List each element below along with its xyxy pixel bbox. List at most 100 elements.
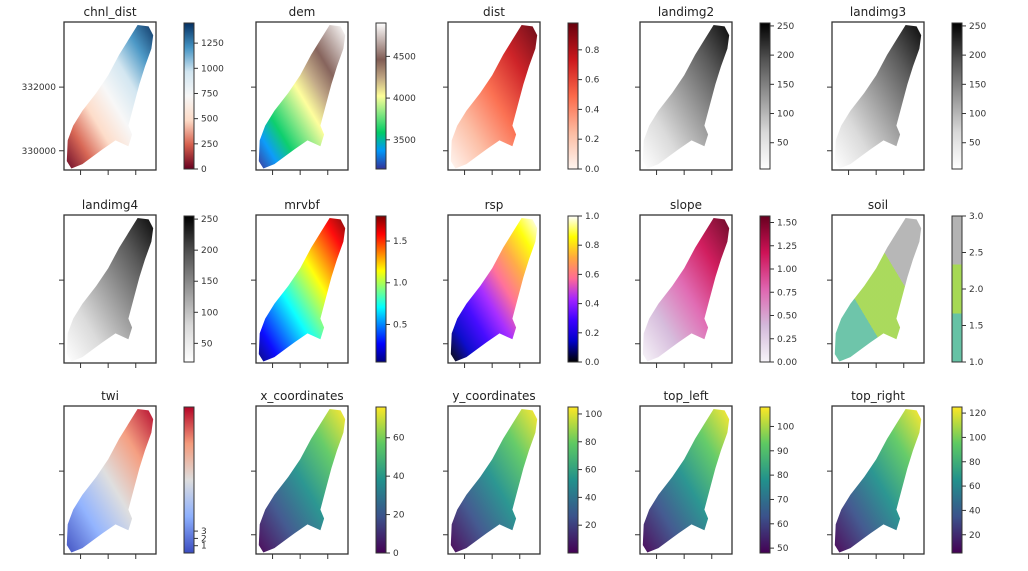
colorbar-tick-label: 0.4 [585, 300, 600, 310]
colorbar-tick-label: 20 [969, 531, 981, 541]
panel-mrvbf: mrvbf 0.5 1.0 1.5 [251, 198, 408, 368]
colorbar-tick-label: 250 [969, 22, 986, 32]
colorbar-tick-label: 1.0 [585, 212, 600, 222]
panel-dem: dem 3500 4000 4500 [251, 5, 416, 175]
colorbar-tick-label: 80 [585, 438, 597, 448]
colorbar-tick-label: 100 [777, 110, 794, 120]
panel-title: dist [483, 5, 505, 19]
colorbar-tick-label: 1250 [201, 39, 224, 49]
raster-map [642, 218, 730, 362]
panel-title: landimg2 [658, 5, 714, 19]
raster-map [834, 25, 922, 169]
colorbar-tick-label: 250 [201, 140, 218, 150]
colorbar-tick-label: 4000 [393, 94, 416, 104]
colorbar-tick-label: 60 [585, 466, 597, 476]
colorbar [951, 22, 963, 170]
colorbar-tick-label: 0.50 [777, 312, 797, 322]
colorbar-tick-label: 100 [969, 110, 986, 120]
panel-title: landimg4 [82, 198, 138, 212]
colorbar-tick-label: 50 [777, 139, 789, 149]
panel-slope: slope 0.00 0.25 0.50 0.75 1.00 1.25 1.50 [635, 198, 797, 368]
panel-title: landimg3 [850, 5, 906, 19]
colorbar-tick-label: 250 [201, 215, 218, 225]
colorbar-tick-label: 0.8 [585, 46, 600, 56]
colorbar [183, 22, 195, 170]
colorbar-tick-label: 70 [777, 495, 789, 505]
colorbar-tick-label: 1.00 [777, 265, 797, 275]
raster-map [450, 409, 538, 553]
raster-map [258, 409, 346, 553]
panel-x-coordinates: x_coordinates 0 20 40 60 [251, 389, 405, 559]
colorbar-tick-label: 3500 [393, 136, 416, 146]
panel-title: soil [868, 198, 888, 212]
colorbar [567, 406, 579, 554]
colorbar-tick-label: 0.75 [777, 288, 797, 298]
colorbar-tick-label: 60 [969, 482, 981, 492]
colorbar-tick-label: 2.5 [969, 249, 983, 259]
colorbar [951, 406, 963, 554]
colorbar [183, 215, 195, 363]
colorbar-tick-label: 60 [777, 520, 789, 530]
raster-map [642, 409, 730, 553]
colorbar-tick-label: 1.50 [777, 219, 797, 229]
colorbar-tick-label: 1 [201, 542, 207, 552]
panel-landimg2: landimg2 50 100 150 200 250 [635, 5, 794, 175]
colorbar-tick-label: 1.0 [393, 279, 408, 289]
colorbar-tick-label: 200 [777, 51, 794, 61]
colorbar-tick-label: 100 [777, 422, 794, 432]
panel-title: twi [101, 389, 119, 403]
colorbar-tick-label: 150 [201, 277, 218, 287]
colorbar-tick-label: 150 [969, 80, 986, 90]
colorbar [375, 406, 387, 554]
colorbar [759, 215, 771, 363]
colorbar-tick-label: 0.6 [585, 76, 600, 86]
colorbar-tick-label: 2.0 [969, 285, 984, 295]
colorbar-tick-label: 4500 [393, 52, 416, 62]
raster-map [258, 25, 346, 169]
colorbar-tick-label: 0.4 [585, 105, 600, 115]
colorbar-tick-label: 750 [201, 89, 218, 99]
colorbar [375, 22, 387, 170]
raster-map [642, 25, 730, 169]
colorbar-tick-label: 50 [777, 544, 789, 554]
raster-map [66, 409, 154, 553]
panel-title: top_left [663, 389, 708, 403]
colorbar-tick-label: 40 [393, 472, 405, 482]
colorbar-tick-label: 2 [201, 534, 207, 544]
colorbar-tick-label: 60 [393, 434, 405, 444]
colorbar [759, 22, 771, 170]
colorbar [567, 22, 579, 170]
colorbar-tick-label: 1000 [201, 64, 224, 74]
colorbar-tick-label: 80 [969, 458, 981, 468]
panel-title: x_coordinates [260, 389, 343, 403]
panel-title: slope [670, 198, 702, 212]
colorbar-tick-label: 20 [393, 511, 405, 521]
colorbar-tick-label: 1.5 [969, 322, 983, 332]
colorbar-tick-label: 20 [585, 521, 597, 531]
colorbar-tick-label: 0.0 [585, 358, 600, 368]
y-tick-label: 330000 [22, 147, 57, 157]
colorbar-tick-label: 1.25 [777, 242, 797, 252]
colorbar-tick-label: 100 [201, 308, 218, 318]
colorbar [759, 406, 771, 554]
panel-top-right: top_right 20 40 60 80 100 120 [827, 389, 986, 559]
colorbar-tick-label: 40 [585, 493, 597, 503]
colorbar-tick-label: 0.2 [585, 135, 599, 145]
colorbar-tick-label: 0.25 [777, 335, 797, 345]
colorbar-tick-label: 0.2 [585, 329, 599, 339]
raster-map [66, 25, 154, 169]
raster-map [450, 218, 538, 362]
colorbar-tick-label: 0.0 [585, 165, 600, 175]
colorbar-tick-label: 80 [777, 471, 789, 481]
panel-y-coordinates: y_coordinates 20 40 60 80 100 [443, 389, 602, 559]
panel-top-left: top_left 50 60 70 80 90 100 [635, 389, 794, 559]
colorbar-tick-label: 200 [969, 51, 986, 61]
panel-landimg4: landimg4 50 100 150 200 250 [59, 198, 218, 368]
colorbar-tick-label: 120 [969, 409, 986, 419]
colorbar-tick-label: 50 [201, 339, 213, 349]
colorbar-tick-label: 3.0 [969, 212, 984, 222]
panel-twi: twi 123 [59, 389, 207, 559]
colorbar-tick-label: 90 [777, 447, 789, 457]
colorbar-tick-label: 50 [969, 139, 981, 149]
